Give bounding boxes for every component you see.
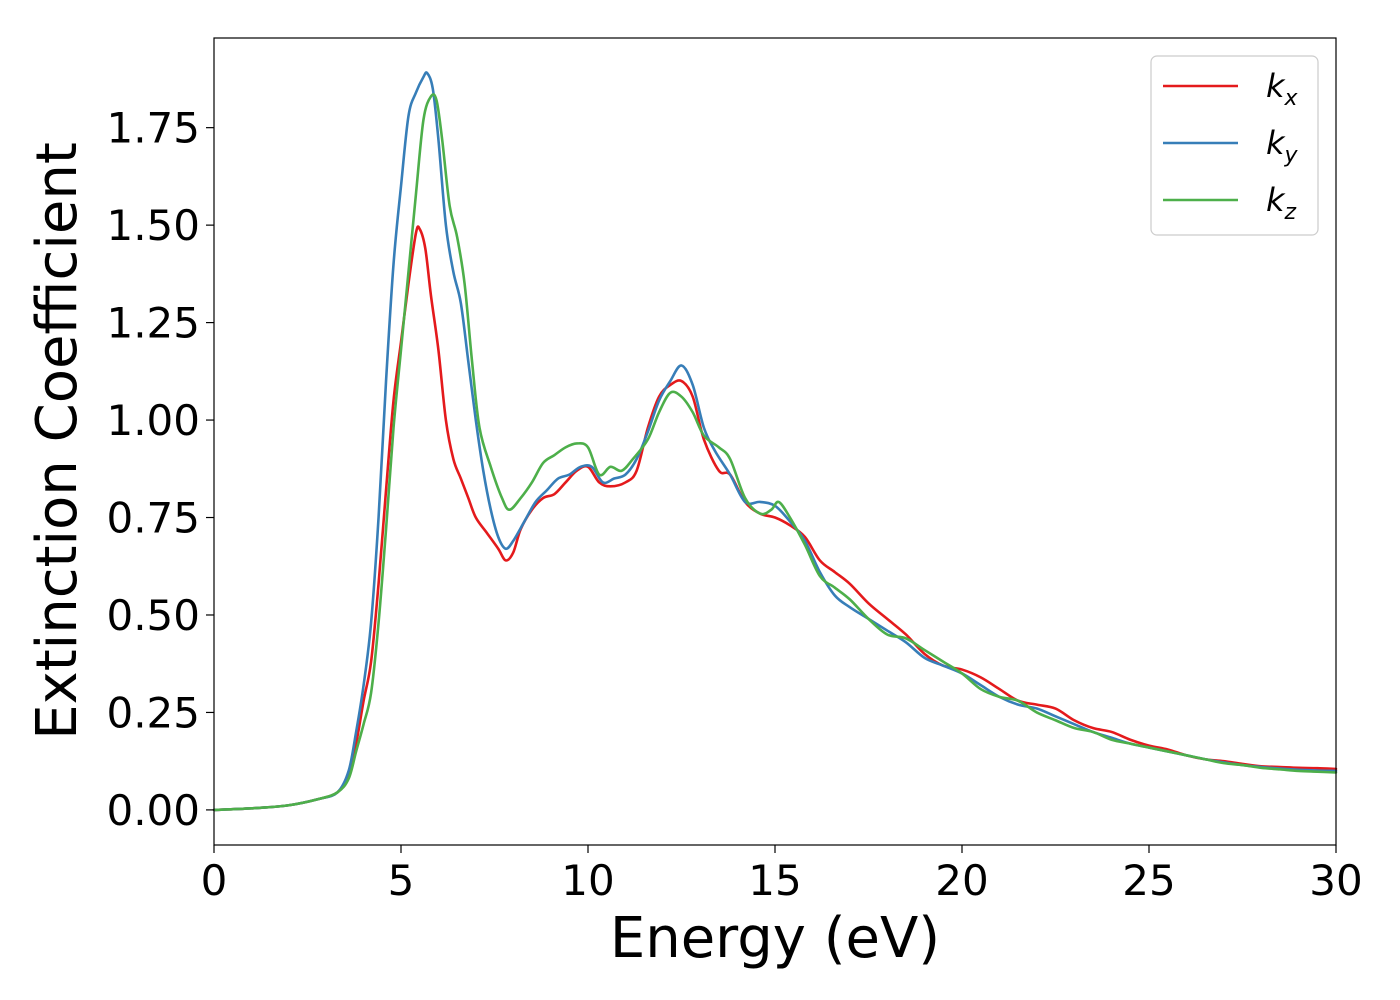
y-tick-label: 1.00 (106, 396, 200, 445)
series-line-kz (212, 93, 1338, 812)
x-axis: 0 5 10 15 20 25 30 (201, 845, 1363, 905)
x-tick-label: 20 (935, 856, 988, 905)
y-tick-label: 1.50 (106, 201, 200, 250)
y-tick-label: 1.75 (106, 104, 200, 153)
y-axis-title: Extinction Coefficient (25, 142, 90, 740)
x-tick-label: 25 (1122, 856, 1175, 905)
y-axis: 0.00 0.25 0.50 0.75 1.00 1.25 1.50 1.75 (106, 104, 214, 835)
legend-label-base: k (1266, 67, 1286, 105)
legend-label: kx (1266, 67, 1299, 111)
legend-label-subscript: x (1284, 86, 1299, 111)
x-tick-label: 0 (201, 856, 228, 905)
y-tick-label: 1.25 (106, 299, 200, 348)
y-tick-label: 0.50 (106, 591, 200, 640)
x-tick-label: 15 (748, 856, 801, 905)
legend-label: kz (1266, 181, 1297, 225)
x-tick-label: 10 (561, 856, 614, 905)
series-line-ky (212, 71, 1338, 812)
x-tick-label: 5 (388, 856, 415, 905)
legend-label: ky (1266, 124, 1299, 168)
y-tick-label: 0.75 (106, 494, 200, 543)
legend-label-subscript: z (1284, 200, 1297, 225)
legend-label-base: k (1266, 124, 1286, 162)
y-tick-label: 0.00 (106, 786, 200, 835)
legend-label-base: k (1266, 181, 1286, 219)
x-axis-title: Energy (eV) (610, 906, 940, 971)
legend-label-subscript: y (1284, 143, 1299, 168)
series-layer (212, 71, 1338, 812)
x-tick-label: 30 (1309, 856, 1362, 905)
y-tick-label: 0.25 (106, 688, 200, 737)
legend-box (1150, 55, 1319, 236)
